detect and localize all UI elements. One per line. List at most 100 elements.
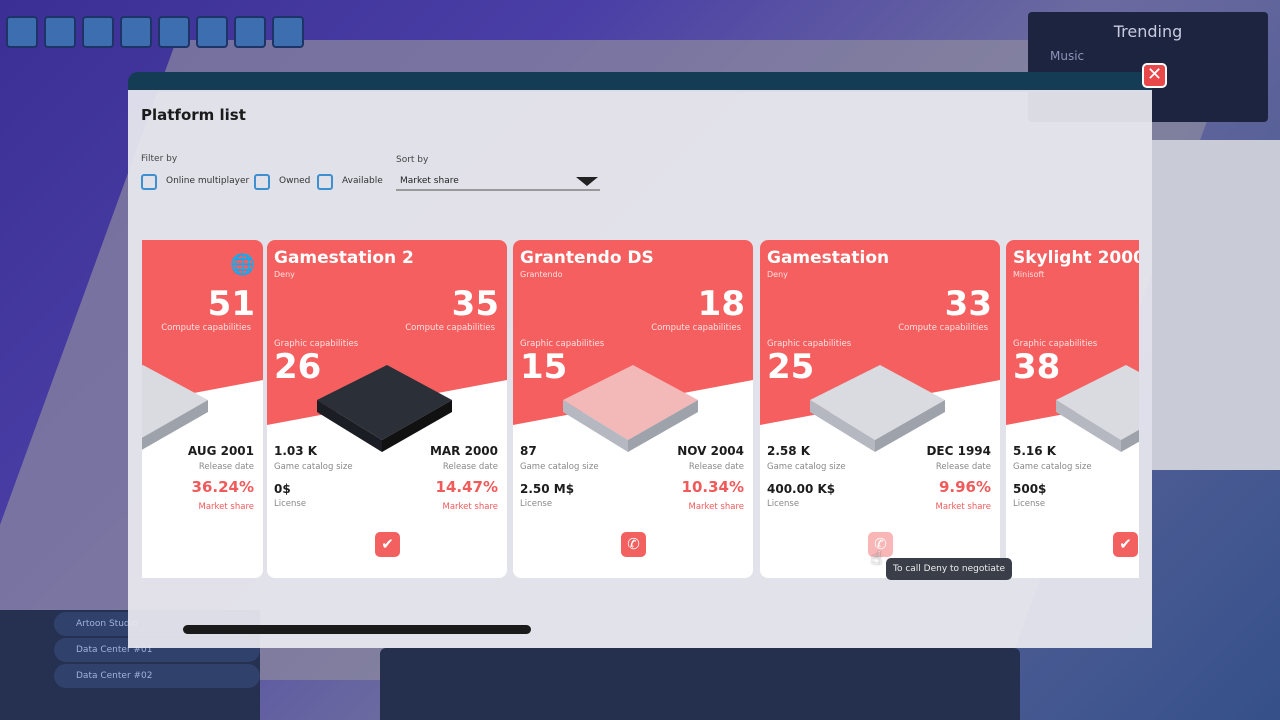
catalog-value: 2.58 K bbox=[767, 444, 811, 458]
compute-label: Compute capabilities bbox=[651, 323, 741, 333]
checkmark-icon: ✔ bbox=[381, 535, 394, 553]
trending-item: Music bbox=[1050, 49, 1085, 63]
market-share-value: 14.47% bbox=[435, 478, 498, 496]
hand-cursor-icon: ☝ bbox=[871, 548, 882, 569]
platform-card[interactable]: 🌐 51 Compute capabilities AUG 2001 Release d… bbox=[142, 240, 263, 578]
market-share-value: 9.96% bbox=[938, 478, 991, 496]
license-value: 0$ bbox=[274, 482, 291, 496]
owned-button[interactable]: ✔ bbox=[375, 532, 400, 557]
checkmark-icon: ✔ bbox=[1119, 535, 1132, 553]
console-image bbox=[563, 365, 698, 452]
platform-name: Skylight 2000 bbox=[1013, 248, 1139, 268]
sort-dropdown[interactable]: Market share bbox=[396, 172, 600, 191]
platform-name: Grantendo DS bbox=[520, 248, 654, 268]
license-label: License bbox=[1013, 499, 1046, 509]
platform-card[interactable]: Gamestation Deny 33 Compute capabilities Gra… bbox=[760, 240, 1000, 578]
call-button[interactable]: ✆ bbox=[621, 532, 646, 557]
phone-icon: ✆ bbox=[874, 535, 887, 553]
market-share-value: 36.24% bbox=[191, 478, 254, 496]
platform-card[interactable]: Skylight 2000 Minisoft Graphic capabilitie… bbox=[1006, 240, 1139, 578]
toolbar-icon[interactable] bbox=[6, 16, 38, 48]
toolbar-icon[interactable] bbox=[44, 16, 76, 48]
release-label: Release date bbox=[442, 462, 498, 472]
filter-label: Filter by bbox=[141, 154, 178, 164]
platform-list-modal: Platform list Filter by Online multiplay… bbox=[128, 90, 1152, 648]
compute-value: 35 bbox=[451, 284, 499, 324]
license-value: 2.50 M$ bbox=[520, 482, 575, 496]
catalog-label: Game catalog size bbox=[767, 462, 846, 472]
market-share-label: Market share bbox=[688, 502, 744, 512]
release-label: Release date bbox=[198, 462, 254, 472]
manufacturer: Deny bbox=[767, 270, 788, 279]
phone-icon: ✆ bbox=[627, 535, 640, 553]
checkbox-available[interactable] bbox=[317, 174, 333, 190]
checkbox-owned[interactable] bbox=[254, 174, 270, 190]
release-label: Release date bbox=[688, 462, 744, 472]
graphic-label: Graphic capabilities bbox=[520, 339, 605, 349]
compute-value: 51 bbox=[207, 284, 255, 324]
catalog-label: Game catalog size bbox=[274, 462, 353, 472]
checkbox-label: Online multiplayer bbox=[166, 176, 250, 186]
checkbox-online-multiplayer[interactable] bbox=[141, 174, 157, 190]
side-panel bbox=[1152, 140, 1280, 470]
license-label: License bbox=[520, 499, 553, 509]
license-label: License bbox=[274, 499, 307, 509]
manufacturer: Deny bbox=[274, 270, 295, 279]
graphic-label: Graphic capabilities bbox=[767, 339, 852, 349]
catalog-value: 87 bbox=[520, 444, 537, 458]
console-image bbox=[317, 365, 452, 452]
toolbar-icon[interactable] bbox=[272, 16, 304, 48]
platform-cards: 🌐 51 Compute capabilities AUG 2001 Release d… bbox=[142, 240, 1139, 578]
trending-title: Trending bbox=[1113, 22, 1183, 41]
compute-label: Compute capabilities bbox=[405, 323, 495, 333]
release-value: MAR 2000 bbox=[429, 444, 498, 458]
license-value: 500$ bbox=[1013, 482, 1047, 496]
release-value: AUG 2001 bbox=[187, 444, 254, 458]
market-share-value: 10.34% bbox=[681, 478, 744, 496]
market-share-label: Market share bbox=[442, 502, 498, 512]
toolbar-icon[interactable] bbox=[158, 16, 190, 48]
catalog-label: Game catalog size bbox=[520, 462, 599, 472]
call-button[interactable]: ✆ bbox=[868, 532, 893, 557]
catalog-value: 5.16 K bbox=[1013, 444, 1057, 458]
owned-button[interactable]: ✔ bbox=[1113, 532, 1138, 557]
horizontal-scrollbar[interactable] bbox=[183, 625, 531, 634]
toolbar-icon[interactable] bbox=[234, 16, 266, 48]
graphic-value: 25 bbox=[767, 347, 815, 387]
toolbar-icon[interactable] bbox=[196, 16, 228, 48]
chevron-down-icon bbox=[576, 177, 598, 186]
catalog-label: Game catalog size bbox=[1013, 462, 1092, 472]
graphic-label: Graphic capabilities bbox=[274, 339, 359, 349]
compute-label: Compute capabilities bbox=[161, 323, 251, 333]
license-label: License bbox=[767, 499, 800, 509]
release-value: DEC 1994 bbox=[926, 444, 991, 458]
catalog-value: 1.03 K bbox=[274, 444, 318, 458]
compute-value: 33 bbox=[944, 284, 992, 324]
release-value: NOV 2004 bbox=[677, 444, 744, 458]
tooltip: To call Deny to negotiate bbox=[886, 558, 1012, 580]
platform-card[interactable]: Gamestation 2 Deny 35 Compute capabilities G… bbox=[267, 240, 507, 578]
modal-header-bar bbox=[128, 72, 1152, 92]
graphic-value: 26 bbox=[274, 347, 322, 387]
sort-label: Sort by bbox=[396, 155, 429, 165]
manufacturer: Minisoft bbox=[1013, 270, 1045, 279]
console-image bbox=[142, 365, 208, 450]
globe-icon: 🌐 bbox=[230, 252, 255, 276]
console-image bbox=[1056, 365, 1139, 452]
top-toolbar bbox=[6, 16, 304, 48]
close-button[interactable]: ✕ bbox=[1142, 63, 1167, 88]
license-value: 400.00 K$ bbox=[767, 482, 836, 496]
page-title: Platform list bbox=[141, 106, 246, 124]
toolbar-icon[interactable] bbox=[120, 16, 152, 48]
graphic-value: 38 bbox=[1013, 347, 1061, 387]
platform-card[interactable]: Grantendo DS Grantendo 18 Compute capabilit… bbox=[513, 240, 753, 578]
console-image bbox=[810, 365, 945, 452]
market-share-label: Market share bbox=[935, 502, 991, 512]
building-item[interactable]: Data Center #02 bbox=[54, 664, 260, 688]
manufacturer: Grantendo bbox=[520, 270, 563, 279]
bottom-bar bbox=[380, 648, 1020, 720]
checkbox-label: Owned bbox=[279, 176, 311, 186]
toolbar-icon[interactable] bbox=[82, 16, 114, 48]
checkbox-label: Available bbox=[342, 176, 383, 186]
sort-value: Market share bbox=[400, 176, 459, 186]
